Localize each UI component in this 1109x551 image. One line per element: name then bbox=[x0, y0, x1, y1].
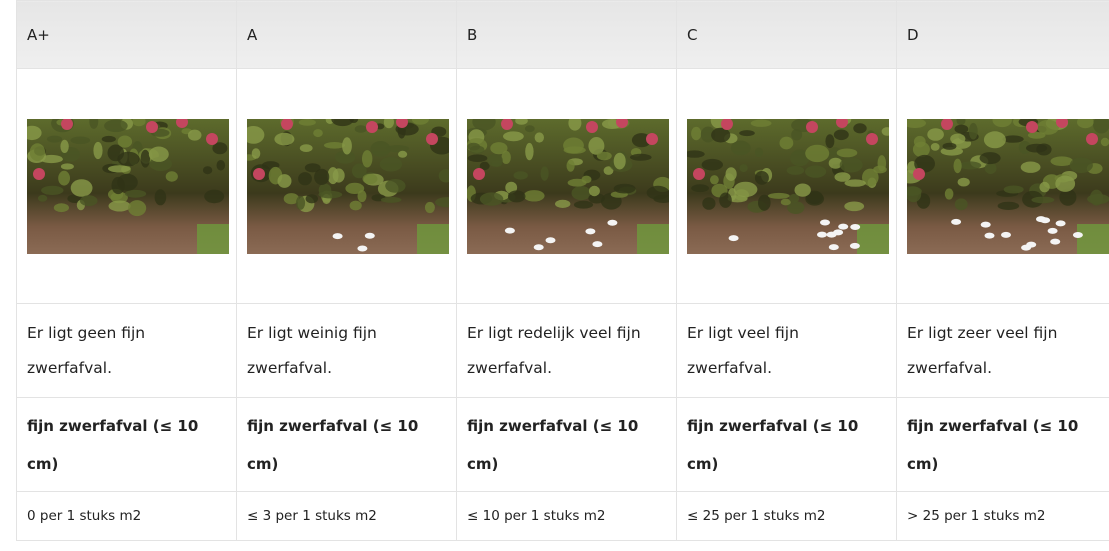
header-cell: D bbox=[896, 0, 1109, 69]
shrub-photo bbox=[27, 118, 229, 254]
image-cell bbox=[16, 68, 237, 304]
description-row: Er ligt geen fijn zwerfafval. Er ligt wei… bbox=[16, 303, 1109, 398]
bold-row: fijn zwerfafval (≤ 10 cm) fijn zwerfafval… bbox=[16, 397, 1109, 492]
table-cell: fijn zwerfafval (≤ 10 cm) bbox=[896, 397, 1109, 492]
table-cell: Er ligt geen fijn zwerfafval. bbox=[16, 303, 237, 398]
table-cell: ≤ 3 per 1 stuks m2 bbox=[236, 491, 457, 541]
table-cell: Er ligt zeer veel fijn zwerfafval. bbox=[896, 303, 1109, 398]
table-cell: fijn zwerfafval (≤ 10 cm) bbox=[676, 397, 897, 492]
table-cell: fijn zwerfafval (≤ 10 cm) bbox=[236, 397, 457, 492]
header-cell: B bbox=[456, 0, 677, 69]
header-row: A+ A B C D bbox=[16, 0, 1109, 69]
table-cell: 0 per 1 stuks m2 bbox=[16, 491, 237, 541]
count-row: 0 per 1 stuks m2 ≤ 3 per 1 stuks m2 ≤ 10 p… bbox=[16, 491, 1109, 541]
shrub-photo bbox=[907, 118, 1109, 254]
image-cell bbox=[456, 68, 677, 304]
image-cell bbox=[676, 68, 897, 304]
image-cell bbox=[896, 68, 1109, 304]
table-cell: ≤ 10 per 1 stuks m2 bbox=[456, 491, 677, 541]
table-cell: Er ligt weinig fijn zwerfafval. bbox=[236, 303, 457, 398]
header-cell: C bbox=[676, 0, 897, 69]
table-cell: Er ligt veel fijn zwerfafval. bbox=[676, 303, 897, 398]
header-cell: A+ bbox=[16, 0, 237, 69]
shrub-photo bbox=[467, 118, 669, 254]
rating-table: A+ A B C D Er ligt geen fijn zwerfafval. Er li… bbox=[16, 0, 1109, 541]
table-body: A+ A B C D Er ligt geen fijn zwerfafval. Er li… bbox=[16, 0, 1109, 541]
table-cell: fijn zwerfafval (≤ 10 cm) bbox=[456, 397, 677, 492]
shrub-photo bbox=[687, 118, 889, 254]
image-row bbox=[16, 68, 1109, 304]
image-cell bbox=[236, 68, 457, 304]
table-cell: > 25 per 1 stuks m2 bbox=[896, 491, 1109, 541]
table-cell: ≤ 25 per 1 stuks m2 bbox=[676, 491, 897, 541]
table-cell: Er ligt redelijk veel fijn zwerfafval. bbox=[456, 303, 677, 398]
header-cell: A bbox=[236, 0, 457, 69]
shrub-photo bbox=[247, 118, 449, 254]
table-cell: fijn zwerfafval (≤ 10 cm) bbox=[16, 397, 237, 492]
